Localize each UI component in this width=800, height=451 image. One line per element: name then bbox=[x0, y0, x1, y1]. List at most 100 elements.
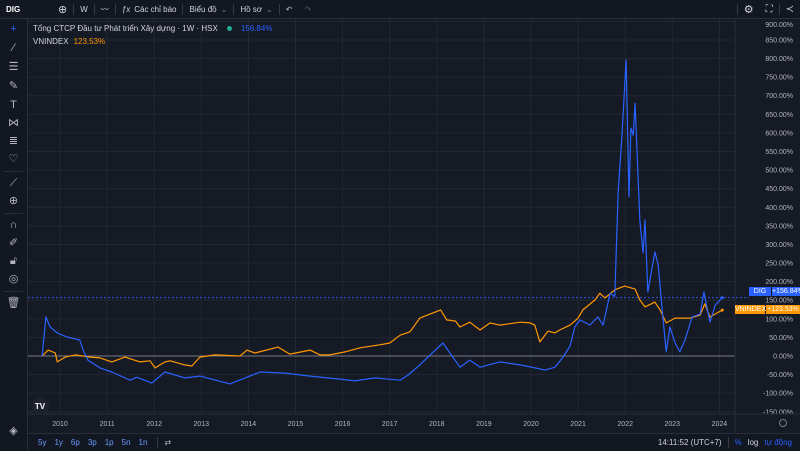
chevron-down-icon: ⌄ bbox=[220, 4, 228, 14]
x-tick-label: 2019 bbox=[476, 421, 492, 428]
trash-icon[interactable]: 🗑︎ bbox=[6, 297, 21, 309]
undo-icon[interactable]: ↶ bbox=[285, 4, 293, 14]
eye-icon[interactable]: ◎ bbox=[8, 273, 19, 285]
trend-line-icon[interactable]: ⁄ bbox=[12, 42, 15, 54]
y-tick-label: 300.00% bbox=[765, 242, 793, 249]
y-tick-label: 200.00% bbox=[765, 279, 793, 286]
lock-drawing-icon[interactable]: ✐ bbox=[8, 237, 19, 249]
range-5n[interactable]: 5n bbox=[121, 438, 131, 447]
fullscreen-icon[interactable]: ⛶ bbox=[765, 3, 773, 15]
divider bbox=[182, 3, 184, 15]
auto-toggle[interactable]: tự động bbox=[764, 438, 792, 447]
tradingview-logo[interactable]: TV bbox=[31, 397, 49, 415]
axis-settings-icon[interactable] bbox=[779, 419, 787, 427]
range-1n[interactable]: 1n bbox=[138, 438, 148, 447]
measure-range-icon[interactable]: ≣ bbox=[8, 135, 19, 147]
x-tick-label: 2021 bbox=[570, 421, 586, 428]
x-tick-label: 2012 bbox=[146, 421, 162, 428]
layers-icon[interactable]: ◈ bbox=[9, 425, 18, 437]
legend-main-title: Tổng CTCP Đầu tư Phát triển Xây dựng · 1… bbox=[33, 24, 218, 33]
redo-icon[interactable]: ↷ bbox=[304, 4, 312, 14]
interval-button[interactable]: W bbox=[80, 4, 88, 14]
divider bbox=[736, 3, 738, 15]
series-line-vnindex[interactable] bbox=[41, 285, 723, 369]
text-icon[interactable]: T bbox=[10, 99, 17, 111]
drawing-toolbar: + ⁄ ☰ ✎ T ⋈ ≣ ♡ ⟋ ⊕ ∩ ✐ 🔓︎ ◎ 🗑︎ ◈ bbox=[0, 19, 28, 450]
share-icon[interactable]: ≺ bbox=[785, 3, 794, 15]
x-tick-label: 2011 bbox=[100, 421, 115, 428]
zoom-in-icon[interactable]: ⊕ bbox=[8, 195, 19, 207]
divider bbox=[73, 3, 75, 15]
profile-menu-button[interactable]: Hồ sơ ⌄ bbox=[234, 0, 278, 18]
y-tick-label: -150.00% bbox=[763, 409, 793, 416]
y-tick-label: 350.00% bbox=[765, 223, 793, 230]
brush-icon[interactable]: ✎ bbox=[8, 80, 19, 92]
x-tick-label: 2010 bbox=[52, 421, 68, 428]
range-1p[interactable]: 1p bbox=[104, 438, 114, 447]
x-tick-label: 2018 bbox=[429, 421, 445, 428]
y-tick-label: 650.00% bbox=[765, 112, 793, 119]
indicators-button[interactable]: ƒx Các chỉ báo bbox=[116, 0, 183, 18]
top-toolbar: DIG ⊕ W 〰 ƒx Các chỉ báo Biểu đồ ⌄ Hồ sơ ⌄ … bbox=[0, 0, 800, 19]
series-lines bbox=[41, 59, 724, 385]
y-tick-label: 150.00% bbox=[765, 298, 793, 305]
magnet-icon[interactable]: ∩ bbox=[9, 219, 18, 231]
y-tick-label: 500.00% bbox=[765, 168, 793, 175]
x-tick-label: 2020 bbox=[523, 421, 539, 428]
divider bbox=[278, 3, 280, 15]
x-tick-label: 2015 bbox=[288, 421, 304, 428]
log-toggle[interactable]: log bbox=[747, 438, 759, 447]
y-tick-label: 450.00% bbox=[765, 186, 793, 193]
vnindex-tag-label: VNINDEX bbox=[735, 305, 767, 314]
y-tick-label: 600.00% bbox=[765, 130, 793, 137]
dig-tag-value: +156.84% bbox=[772, 287, 800, 296]
legend-main-series[interactable]: Tổng CTCP Đầu tư Phát triển Xây dựng · 1… bbox=[33, 22, 272, 35]
percent-toggle[interactable]: % bbox=[734, 438, 742, 447]
x-tick-label: 2016 bbox=[335, 421, 351, 428]
dig-tag-label: DIG bbox=[749, 287, 771, 296]
vnindex-tag-value: +123.53% bbox=[766, 305, 800, 314]
series-line-dig[interactable] bbox=[41, 59, 723, 385]
pattern-icon[interactable]: ⋈ bbox=[8, 117, 19, 129]
legend-main-value: 156.84% bbox=[240, 24, 273, 33]
range-5y[interactable]: 5y bbox=[38, 438, 47, 447]
legend-compare-series[interactable]: VNINDEX 123.53% bbox=[33, 35, 272, 48]
divider bbox=[233, 3, 235, 15]
market-status-dot bbox=[226, 26, 232, 31]
unlock-icon[interactable]: 🔓︎ bbox=[9, 255, 18, 267]
ruler-icon[interactable]: ⟋ bbox=[9, 177, 18, 189]
y-tick-label: 800.00% bbox=[765, 56, 793, 63]
chevron-down-icon: ⌄ bbox=[266, 4, 273, 14]
y-tick-label: 400.00% bbox=[765, 205, 793, 212]
divider bbox=[157, 437, 159, 448]
x-tick-label: 2024 bbox=[712, 421, 728, 428]
plus-circle-icon[interactable]: ⊕ bbox=[58, 3, 68, 16]
gear-icon[interactable]: ⚙ bbox=[743, 3, 754, 16]
x-tick-label: 2014 bbox=[241, 421, 257, 428]
fib-lines-icon[interactable]: ☰ bbox=[8, 61, 19, 73]
line-chart-icon[interactable]: 〰 bbox=[100, 4, 109, 14]
range-3p[interactable]: 3p bbox=[87, 438, 97, 447]
divider bbox=[114, 3, 116, 15]
range-1y[interactable]: 1y bbox=[54, 438, 63, 447]
date-range-icon[interactable]: ⇄ bbox=[164, 438, 172, 447]
indicators-label: Các chỉ báo bbox=[134, 4, 177, 14]
divider bbox=[727, 437, 729, 448]
legend-compare-name: VNINDEX bbox=[33, 37, 69, 46]
heart-icon[interactable]: ♡ bbox=[8, 153, 19, 165]
divider bbox=[4, 213, 23, 214]
y-tick-label: 700.00% bbox=[765, 93, 793, 100]
symbol-name[interactable]: DIG bbox=[6, 4, 21, 14]
y-tick-label: 100.00% bbox=[765, 316, 793, 323]
y-tick-label: 850.00% bbox=[765, 37, 793, 44]
crosshair-icon[interactable]: + bbox=[10, 23, 17, 35]
range-6p[interactable]: 6p bbox=[70, 438, 80, 447]
divider bbox=[4, 291, 23, 292]
clock-time[interactable]: 14:11:52 (UTC+7) bbox=[657, 438, 722, 447]
last-point-marker bbox=[720, 296, 724, 300]
y-tick-label: 50.00% bbox=[769, 335, 793, 342]
y-tick-label: -50.00% bbox=[767, 372, 793, 379]
x-tick-label: 2013 bbox=[194, 421, 210, 428]
chart-menu-button[interactable]: Biểu đồ ⌄ bbox=[183, 0, 233, 18]
